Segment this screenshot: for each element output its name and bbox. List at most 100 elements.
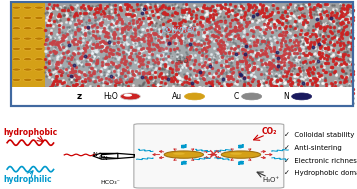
Point	[303, 4, 309, 7]
Point	[324, 11, 330, 14]
Point	[263, 21, 268, 24]
Point	[282, 96, 287, 99]
Point	[207, 73, 212, 76]
Point	[130, 41, 136, 44]
Point	[71, 53, 77, 56]
Point	[302, 36, 307, 39]
Point	[222, 98, 228, 101]
Point	[193, 92, 198, 95]
Point	[110, 43, 115, 46]
Point	[251, 86, 257, 89]
Point	[201, 20, 206, 23]
Point	[181, 40, 187, 43]
Point	[241, 40, 246, 43]
Point	[143, 28, 149, 31]
Point	[217, 15, 223, 18]
Point	[165, 102, 171, 105]
Point	[276, 69, 282, 72]
Point	[53, 7, 59, 10]
Point	[117, 30, 123, 33]
Point	[313, 38, 319, 41]
Point	[260, 82, 266, 85]
Point	[121, 50, 127, 53]
Point	[272, 20, 277, 23]
Point	[199, 69, 205, 72]
Point	[317, 26, 323, 29]
Point	[293, 27, 299, 30]
Point	[200, 72, 206, 75]
Point	[271, 81, 277, 84]
Point	[66, 26, 72, 29]
Point	[140, 54, 146, 57]
Circle shape	[24, 6, 32, 9]
Point	[138, 45, 144, 48]
Point	[187, 76, 192, 79]
Point	[144, 75, 149, 78]
Point	[307, 34, 312, 37]
Point	[205, 89, 211, 92]
Point	[169, 55, 175, 58]
Point	[256, 57, 261, 60]
Point	[71, 51, 77, 54]
Point	[325, 95, 331, 98]
Point	[117, 35, 123, 38]
Point	[275, 8, 281, 11]
Point	[55, 15, 61, 18]
Point	[212, 21, 218, 24]
Point	[178, 65, 184, 68]
Point	[202, 13, 207, 16]
Point	[119, 74, 125, 77]
Point	[175, 74, 180, 77]
Point	[271, 19, 277, 22]
Point	[321, 16, 326, 19]
Circle shape	[24, 27, 32, 30]
Point	[45, 36, 51, 39]
Point	[181, 85, 187, 88]
Point	[74, 76, 80, 79]
Point	[259, 47, 265, 50]
Point	[282, 60, 287, 63]
Point	[297, 40, 303, 43]
Point	[58, 84, 64, 87]
Point	[228, 89, 233, 92]
Point	[340, 28, 346, 31]
Point	[283, 90, 289, 93]
Point	[305, 101, 310, 104]
Point	[187, 74, 193, 77]
Point	[227, 70, 233, 74]
Point	[225, 77, 230, 80]
Point	[130, 29, 136, 32]
Point	[167, 51, 172, 54]
Point	[250, 102, 256, 105]
Point	[143, 10, 149, 13]
Point	[252, 10, 258, 13]
Point	[252, 92, 258, 95]
Point	[117, 87, 123, 90]
Point	[167, 69, 172, 72]
Point	[205, 6, 211, 9]
Point	[159, 86, 164, 89]
Point	[193, 22, 198, 25]
Point	[335, 21, 341, 24]
Point	[340, 46, 345, 49]
Point	[296, 65, 301, 68]
Point	[329, 89, 335, 92]
Point	[271, 91, 277, 94]
Point	[51, 79, 56, 82]
Point	[77, 70, 83, 74]
Point	[350, 93, 356, 96]
Point	[116, 82, 122, 85]
Point	[149, 49, 155, 52]
Point	[91, 47, 97, 50]
Point	[306, 52, 312, 55]
Point	[181, 3, 186, 6]
Point	[225, 59, 231, 62]
Point	[249, 61, 255, 64]
Point	[68, 74, 74, 77]
Point	[48, 52, 54, 55]
Point	[72, 72, 77, 75]
Point	[164, 67, 170, 70]
Point	[313, 101, 319, 104]
Point	[95, 78, 101, 81]
Point	[86, 11, 92, 14]
